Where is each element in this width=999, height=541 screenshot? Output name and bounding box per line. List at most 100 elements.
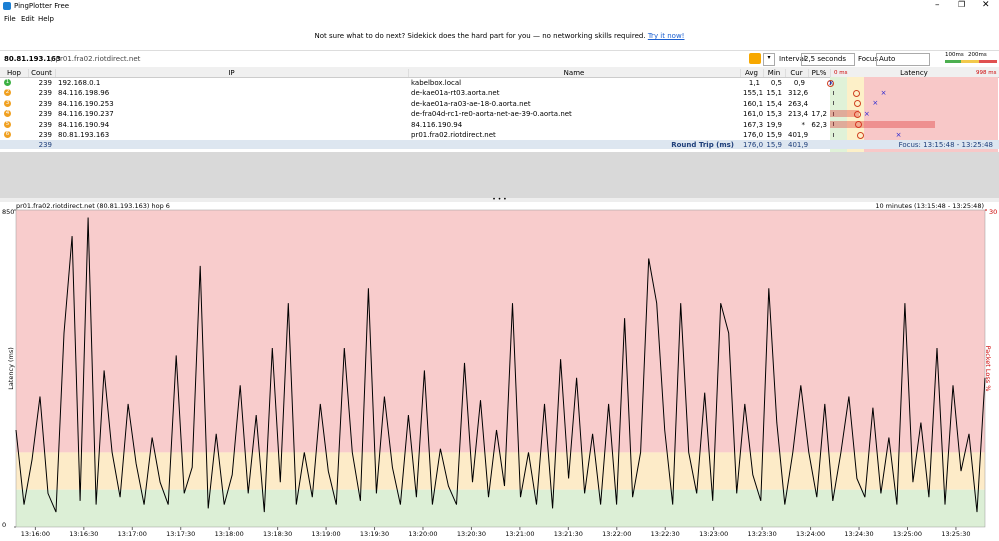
x-tick-label: 13:19:00	[311, 530, 340, 538]
latency-zone-green	[830, 77, 847, 152]
x-tick-label: 13:21:00	[505, 530, 534, 538]
cell-min: 15,4	[766, 99, 782, 108]
minimize[interactable]: –	[935, 0, 940, 10]
column-header: Cur	[785, 69, 809, 77]
avg-marker	[853, 89, 861, 97]
cell-name: de-fra04d-rc1-re0-aorta-net-ae-39-0.aort…	[411, 110, 572, 119]
x-tick-label: 13:25:00	[893, 530, 922, 538]
hop-table: Hop Count IP Name Avg Min Cur PL% Latency 0 ms 998…	[0, 67, 999, 152]
focus-value: Auto	[879, 55, 896, 63]
menu-item[interactable]: Edit	[21, 15, 35, 23]
avg-marker	[855, 121, 863, 129]
cell-pl: 17,2	[811, 110, 827, 119]
cur-marker: ×	[863, 109, 870, 118]
table-header	[0, 67, 999, 78]
focus-select[interactable]: Auto	[876, 53, 930, 66]
cell-min: 15,3	[766, 110, 782, 119]
min-marker	[832, 132, 834, 137]
legend-yellow	[961, 60, 979, 63]
splitter[interactable]: • • •	[0, 197, 999, 203]
y-tick-label: 850	[2, 208, 14, 216]
cell-hop: 2	[5, 89, 10, 96]
avg-marker	[853, 100, 861, 108]
y-axis-label: Latency (ms)	[7, 347, 15, 390]
summary-label: Round Trip (ms)	[671, 141, 734, 150]
cell-hop: 1	[5, 79, 10, 85]
cell-avg: 161,0	[743, 110, 764, 119]
min-marker	[833, 122, 835, 127]
graph-title: pr01.fra02.riotdirect.net (80.81.193.163…	[16, 202, 170, 210]
x-tick-label: 13:20:30	[457, 530, 486, 538]
hop-icon	[4, 89, 11, 97]
banner-link[interactable]: Try it now!	[647, 32, 685, 40]
x-tick-label: 13:21:30	[554, 530, 583, 538]
cur-marker: ×	[872, 99, 879, 108]
min-marker	[832, 90, 834, 95]
interval-select[interactable]: 2,5 seconds	[801, 53, 855, 66]
threshold-label: 200ms	[968, 52, 987, 58]
cell-avg: 176,0	[743, 131, 764, 139]
x-tick-label: 13:23:00	[699, 530, 728, 538]
x-tick-label: 13:16:00	[21, 530, 50, 538]
close[interactable]: ✕	[982, 0, 990, 10]
cell-cur: 401,9	[788, 131, 809, 139]
cell-min: 0,5	[770, 79, 782, 87]
x-tick-label: 13:18:30	[263, 530, 292, 538]
banner: Not sure what to do next? Sidekick does …	[0, 32, 999, 40]
latency-line	[15, 217, 986, 513]
cell-count: 239	[38, 79, 52, 87]
x-tick-label: 13:22:30	[651, 530, 680, 538]
graph-subtitle: 10 minutes (13:15:48 - 13:25:48)	[875, 202, 984, 210]
cell-ip: 192.168.0.1	[58, 79, 101, 87]
x-tick-label: 13:16:30	[69, 530, 98, 538]
pause-menu[interactable]: ▾	[763, 53, 775, 66]
app-icon	[3, 2, 11, 10]
y2-axis-label: Packet Loss %	[984, 346, 992, 392]
column-header: PL%	[808, 69, 831, 77]
y-tick-label: 0	[2, 521, 6, 529]
focus-label: Focus	[858, 55, 878, 63]
cell-count: 239	[38, 120, 52, 129]
summary-avg: 176,0	[743, 141, 764, 150]
cell-hop: 3	[5, 99, 10, 106]
cell-name: de-kae01a-rt03.aorta.net	[411, 89, 500, 98]
menu-item[interactable]: Help	[38, 15, 54, 23]
cell-avg: 1,1	[748, 79, 760, 87]
latency-scale-label: 0 ms	[834, 70, 848, 76]
pause-button[interactable]	[749, 53, 761, 64]
maximize[interactable]: ❐	[958, 0, 966, 9]
min-marker	[830, 80, 832, 85]
title-bar: PingPlotter Free – ❐ ✕	[0, 0, 999, 12]
cell-pl: 62,3	[811, 120, 827, 129]
latency-graph: pr01.fra02.riotdirect.net (80.81.193.163…	[2, 202, 997, 538]
cell-count: 239	[38, 89, 52, 98]
threshold-legend	[945, 60, 997, 63]
x-tick-label: 13:24:30	[844, 530, 873, 538]
summary-row	[0, 140, 999, 150]
cell-name: kabelbox.local	[411, 79, 462, 87]
x-tick-label: 13:20:00	[408, 530, 437, 538]
interval-label: Interval	[779, 55, 806, 63]
cell-min: 19,9	[766, 120, 782, 129]
cell-ip: 84.116.198.96	[58, 89, 110, 98]
zone-green	[16, 489, 985, 527]
cell-ip: 80.81.193.163	[58, 131, 110, 139]
menu-item[interactable]: File	[4, 15, 16, 23]
avg-marker	[827, 79, 835, 87]
hop-icon	[4, 120, 11, 128]
target-name: / pr01.fra02.riotdirect.net	[51, 55, 141, 63]
packet-loss-bar	[830, 120, 935, 128]
cell-cur: 0,9	[793, 79, 805, 87]
empty-area	[0, 152, 999, 198]
legend-green	[945, 60, 961, 63]
summary-count: 239	[38, 141, 52, 150]
hop-icon	[4, 110, 11, 118]
cell-hop: 6	[5, 131, 10, 137]
summary-cur: 401,9	[788, 141, 809, 150]
cell-ip: 84.116.190.237	[58, 110, 114, 119]
cell-count: 239	[38, 99, 52, 108]
hop-icon	[4, 131, 11, 138]
avg-marker	[856, 131, 864, 139]
cur-marker: ×	[895, 130, 902, 139]
